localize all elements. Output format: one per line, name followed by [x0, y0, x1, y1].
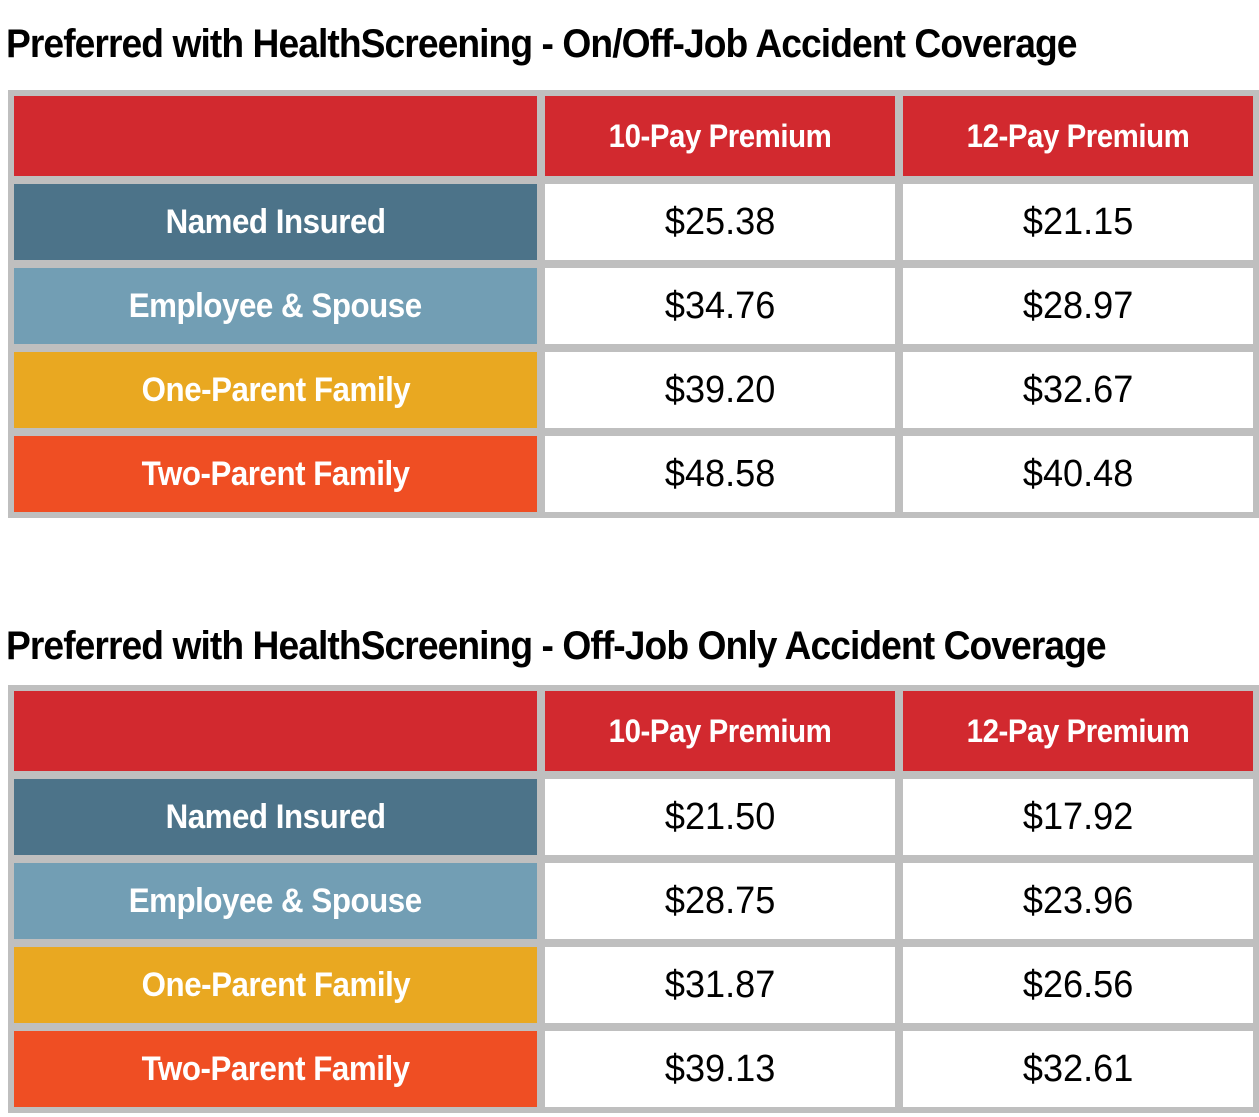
table2-named-insured-12-pay-value: $17.92 [903, 779, 1253, 855]
table1-header-10-pay: 10-Pay Premium [545, 96, 895, 176]
table1-two-parent-family-10-pay-value: $48.58 [545, 436, 895, 512]
table2-row-label-one-parent-family: One-Parent Family [14, 947, 537, 1023]
table1-header-10-pay-label: 10-Pay Premium [608, 117, 832, 154]
premium-value-text: $28.97 [1022, 284, 1134, 327]
premium-value-text: $21.15 [1022, 200, 1134, 243]
table2-employee-spouse-12-pay-value: $23.96 [903, 863, 1253, 939]
row-label-text: One-Parent Family [141, 370, 410, 409]
table2-row-label-two-parent-family: Two-Parent Family [14, 1031, 537, 1107]
row-label-text: Employee & Spouse [129, 881, 422, 920]
table2-row-label-named-insured: Named Insured [14, 779, 537, 855]
table2-corner-cell [14, 691, 537, 771]
table1-corner-cell [14, 96, 537, 176]
table1-named-insured-10-pay-value: $25.38 [545, 184, 895, 260]
premium-value-text: $32.61 [1022, 1047, 1134, 1090]
table1-row-label-employee-spouse: Employee & Spouse [14, 268, 537, 344]
table2-two-parent-family-10-pay-value: $39.13 [545, 1031, 895, 1107]
premium-value-text: $39.20 [664, 368, 776, 411]
table1-named-insured-12-pay-value: $21.15 [903, 184, 1253, 260]
table1-one-parent-family-10-pay-value: $39.20 [545, 352, 895, 428]
table1-header-12-pay-label: 12-Pay Premium [966, 117, 1190, 154]
premium-value-text: $23.96 [1022, 879, 1134, 922]
table1-on-off-job: 10-Pay Premium 12-Pay Premium Named Insu… [8, 90, 1259, 518]
table1-two-parent-family-12-pay-value: $40.48 [903, 436, 1253, 512]
table2-off-job-only: 10-Pay Premium 12-Pay Premium Named Insu… [8, 685, 1259, 1113]
row-label-text: One-Parent Family [141, 965, 410, 1004]
table2-two-parent-family-12-pay-value: $32.61 [903, 1031, 1253, 1107]
table2-title: Preferred with HealthScreening - Off-Job… [6, 624, 1107, 668]
table1-header-12-pay: 12-Pay Premium [903, 96, 1253, 176]
row-label-text: Two-Parent Family [141, 454, 410, 493]
table2-header-12-pay-label: 12-Pay Premium [966, 712, 1190, 749]
table2-employee-spouse-10-pay-value: $28.75 [545, 863, 895, 939]
table1-title: Preferred with HealthScreening - On/Off-… [6, 22, 1077, 66]
table2-one-parent-family-10-pay-value: $31.87 [545, 947, 895, 1023]
premium-value-text: $21.50 [664, 795, 776, 838]
premium-value-text: $28.75 [664, 879, 776, 922]
table1-employee-spouse-12-pay-value: $28.97 [903, 268, 1253, 344]
table2-row-label-employee-spouse: Employee & Spouse [14, 863, 537, 939]
table1-row-label-one-parent-family: One-Parent Family [14, 352, 537, 428]
premium-value-text: $40.48 [1022, 452, 1134, 495]
table2-header-12-pay: 12-Pay Premium [903, 691, 1253, 771]
row-label-text: Employee & Spouse [129, 286, 422, 325]
row-label-text: Two-Parent Family [141, 1049, 410, 1088]
premium-value-text: $39.13 [664, 1047, 776, 1090]
premium-value-text: $48.58 [664, 452, 776, 495]
premium-value-text: $25.38 [664, 200, 776, 243]
table1-row-label-two-parent-family: Two-Parent Family [14, 436, 537, 512]
premium-value-text: $32.67 [1022, 368, 1134, 411]
table2-header-10-pay: 10-Pay Premium [545, 691, 895, 771]
table1-employee-spouse-10-pay-value: $34.76 [545, 268, 895, 344]
row-label-text: Named Insured [165, 202, 386, 241]
table2-header-10-pay-label: 10-Pay Premium [608, 712, 832, 749]
table1-row-label-named-insured: Named Insured [14, 184, 537, 260]
premium-value-text: $17.92 [1022, 795, 1134, 838]
premium-value-text: $31.87 [664, 963, 776, 1006]
row-label-text: Named Insured [165, 797, 386, 836]
premium-value-text: $34.76 [664, 284, 776, 327]
table1-one-parent-family-12-pay-value: $32.67 [903, 352, 1253, 428]
table2-one-parent-family-12-pay-value: $26.56 [903, 947, 1253, 1023]
premium-value-text: $26.56 [1022, 963, 1134, 1006]
table2-named-insured-10-pay-value: $21.50 [545, 779, 895, 855]
